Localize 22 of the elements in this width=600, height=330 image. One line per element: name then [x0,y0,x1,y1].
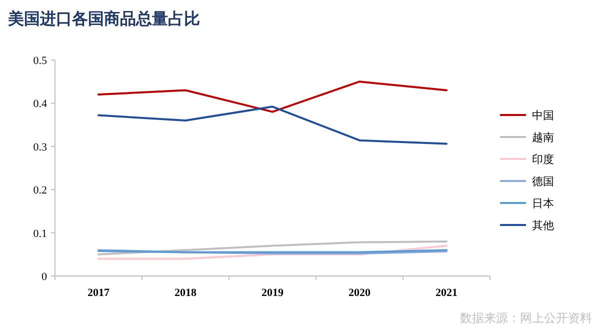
legend-label: 印度 [532,153,554,166]
x-tick-label: 2018 [174,287,197,299]
y-tick-label: 0.3 [33,141,48,154]
y-tick-label: 0.5 [33,55,48,67]
legend-label: 中国 [532,109,554,122]
y-tick-label: 0.1 [33,228,47,240]
line-series [98,80,448,113]
legend-label: 越南 [532,131,554,144]
x-tick-label: 2020 [348,287,371,299]
y-tick-label: 0.2 [33,184,47,197]
source-note: 数据来源：网上公开资料 [460,311,592,325]
chart-title: 美国进口各国商品总量占比 [7,9,200,28]
y-tick-label: 0 [42,271,48,283]
line-series [98,240,448,256]
legend-label: 其他 [532,219,554,232]
line-series [98,106,448,145]
x-tick-label: 2019 [262,287,284,299]
legend-label: 日本 [532,197,554,210]
x-tick-label: 2017 [88,287,110,299]
y-tick-label: 0.4 [33,98,48,110]
x-tick-label: 2021 [436,287,458,299]
legend-label: 德国 [532,176,554,188]
